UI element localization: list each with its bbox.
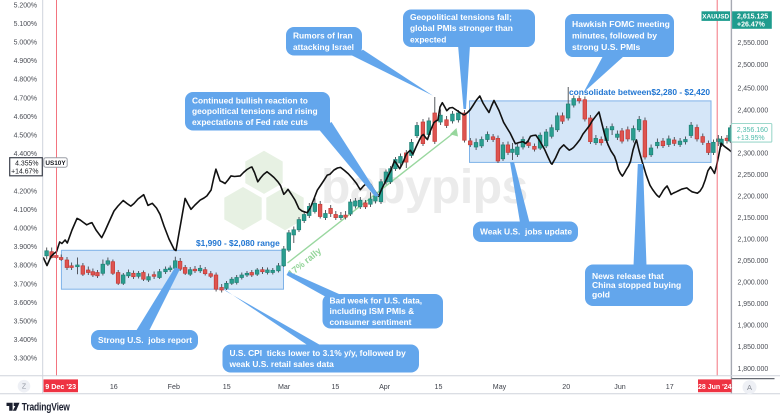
svg-text:geopolitical tensions and risi: geopolitical tensions and rising [192,106,318,116]
svg-text:$1,990 - $2,080 range: $1,990 - $2,080 range [196,238,280,248]
svg-text:2,400.000: 2,400.000 [738,108,769,115]
svg-text:15: 15 [223,383,231,391]
svg-text:2,250.000: 2,250.000 [738,172,769,179]
svg-text:expected: expected [410,34,446,44]
svg-text:4.700%: 4.700% [14,95,37,102]
svg-text:17: 17 [666,383,674,391]
svg-text:3.300%: 3.300% [14,356,37,363]
svg-text:3.700%: 3.700% [14,281,37,288]
svg-text:4.400%: 4.400% [14,151,37,158]
svg-text:15: 15 [435,383,443,391]
svg-text:1,900.000: 1,900.000 [738,323,769,330]
svg-text:2,450.000: 2,450.000 [738,86,769,93]
svg-text:XAUUSD: XAUUSD [702,14,729,21]
svg-text:A: A [747,383,752,392]
svg-text:3.900%: 3.900% [14,244,37,251]
svg-text:US10Y: US10Y [45,160,66,167]
svg-text:2,300.000: 2,300.000 [738,151,769,158]
svg-text:3.400%: 3.400% [14,337,37,344]
svg-text:Continued bullish reaction to: Continued bullish reaction to [192,96,308,106]
svg-text:9 Dec '23: 9 Dec '23 [45,382,76,391]
svg-text:4.100%: 4.100% [14,207,37,214]
svg-text:16: 16 [110,383,118,391]
svg-text:4.355%: 4.355% [15,161,38,168]
svg-text:1,950.000: 1,950.000 [738,301,769,308]
svg-text:global PMIs stronger than: global PMIs stronger than [410,23,513,33]
svg-text:Mar: Mar [278,383,291,391]
svg-text:Geopolitical tensions fall;: Geopolitical tensions fall; [410,12,512,22]
svg-text:20: 20 [562,383,570,391]
svg-text:5.000%: 5.000% [14,40,37,47]
svg-text:2,550.000: 2,550.000 [738,40,769,47]
svg-text:Strong U.S. jobs report: Strong U.S. jobs report [98,335,192,345]
svg-text:3.800%: 3.800% [14,263,37,270]
svg-text:May: May [493,383,507,391]
svg-text:5.100%: 5.100% [14,21,37,28]
svg-text:2,050.000: 2,050.000 [738,258,769,265]
svg-text:News release that: News release that [592,271,664,281]
svg-text:4.500%: 4.500% [14,133,37,140]
svg-text:Weak U.S. jobs update: Weak U.S. jobs update [480,227,572,237]
svg-text:2,100.000: 2,100.000 [738,237,769,244]
svg-text:weak U.S. retail sales data: weak U.S. retail sales data [229,359,335,369]
svg-text:U.S. CPI ticks lower to 3.1%: U.S. CPI ticks lower to 3.1% y/y, follow… [230,348,407,358]
svg-text:2,615.125: 2,615.125 [737,13,768,20]
svg-text:TradingView: TradingView [22,402,71,414]
svg-text:gold: gold [592,290,610,300]
svg-text:2,356.160: 2,356.160 [737,127,768,134]
svg-text:4.900%: 4.900% [14,58,37,65]
svg-text:4.600%: 4.600% [14,114,37,121]
svg-text:2,000.000: 2,000.000 [738,280,769,287]
svg-text:Bad week for U.S. data,: Bad week for U.S. data, [330,296,423,306]
svg-text:minutes, followed by: minutes, followed by [572,31,657,41]
svg-text:Rumors of Iran: Rumors of Iran [293,31,353,41]
svg-text:Hawkish FOMC meeting: Hawkish FOMC meeting [572,19,670,29]
svg-text:China stopped buying: China stopped buying [592,280,681,290]
svg-text:including ISM PMIs &: including ISM PMIs & [330,306,415,316]
svg-text:2,200.000: 2,200.000 [738,194,769,201]
svg-text:Z: Z [22,384,27,391]
svg-text:5.200%: 5.200% [14,2,37,9]
svg-text:Feb: Feb [168,383,180,391]
svg-text:4.000%: 4.000% [14,226,37,233]
svg-text:consolidate between$2,280 - $2: consolidate between$2,280 - $2,420 [569,87,710,97]
svg-text:28 Jun '24: 28 Jun '24 [698,384,732,391]
svg-text:attacking Israel: attacking Israel [293,42,354,52]
svg-text:1,850.000: 1,850.000 [738,344,769,351]
svg-text:3.600%: 3.600% [14,300,37,307]
svg-text:+13.95%: +13.95% [737,135,765,142]
svg-text:Apr: Apr [379,383,391,391]
svg-text:strong U.S. PMIs: strong U.S. PMIs [572,42,641,52]
svg-text:4.800%: 4.800% [14,77,37,84]
svg-text:3.500%: 3.500% [14,319,37,326]
svg-text:Jun: Jun [614,383,625,391]
svg-text:4.200%: 4.200% [14,188,37,195]
svg-text:expectations of Fed rate cuts: expectations of Fed rate cuts [192,117,308,127]
svg-text:1,800.000: 1,800.000 [738,366,769,373]
svg-text:+14.67%: +14.67% [11,169,38,176]
svg-text:consumer sentiment: consumer sentiment [330,317,412,327]
svg-text:15: 15 [331,383,339,391]
svg-text:2,500.000: 2,500.000 [738,62,769,69]
svg-text:+26.47%: +26.47% [737,22,766,29]
svg-text:2,150.000: 2,150.000 [738,215,769,222]
